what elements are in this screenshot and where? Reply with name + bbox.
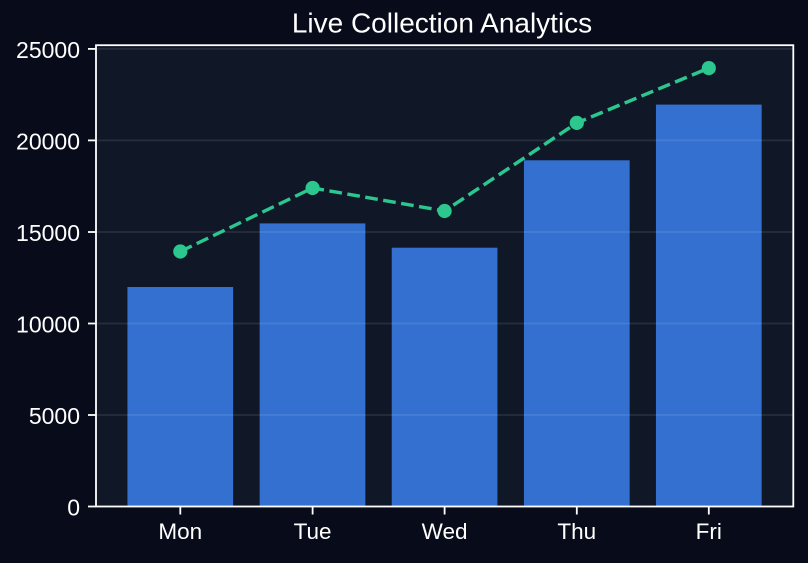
svg-text:0: 0 <box>67 494 80 520</box>
svg-text:Live Collection Analytics: Live Collection Analytics <box>292 8 592 39</box>
svg-text:15000: 15000 <box>16 220 80 246</box>
svg-text:Thu: Thu <box>557 519 596 544</box>
svg-text:Fri: Fri <box>696 519 722 544</box>
svg-text:5000: 5000 <box>29 403 80 429</box>
svg-text:20000: 20000 <box>16 128 80 154</box>
svg-text:Tue: Tue <box>294 519 332 544</box>
svg-text:10000: 10000 <box>16 311 80 337</box>
svg-text:25000: 25000 <box>16 37 80 63</box>
svg-text:Mon: Mon <box>158 519 202 544</box>
svg-text:Wed: Wed <box>422 519 468 544</box>
